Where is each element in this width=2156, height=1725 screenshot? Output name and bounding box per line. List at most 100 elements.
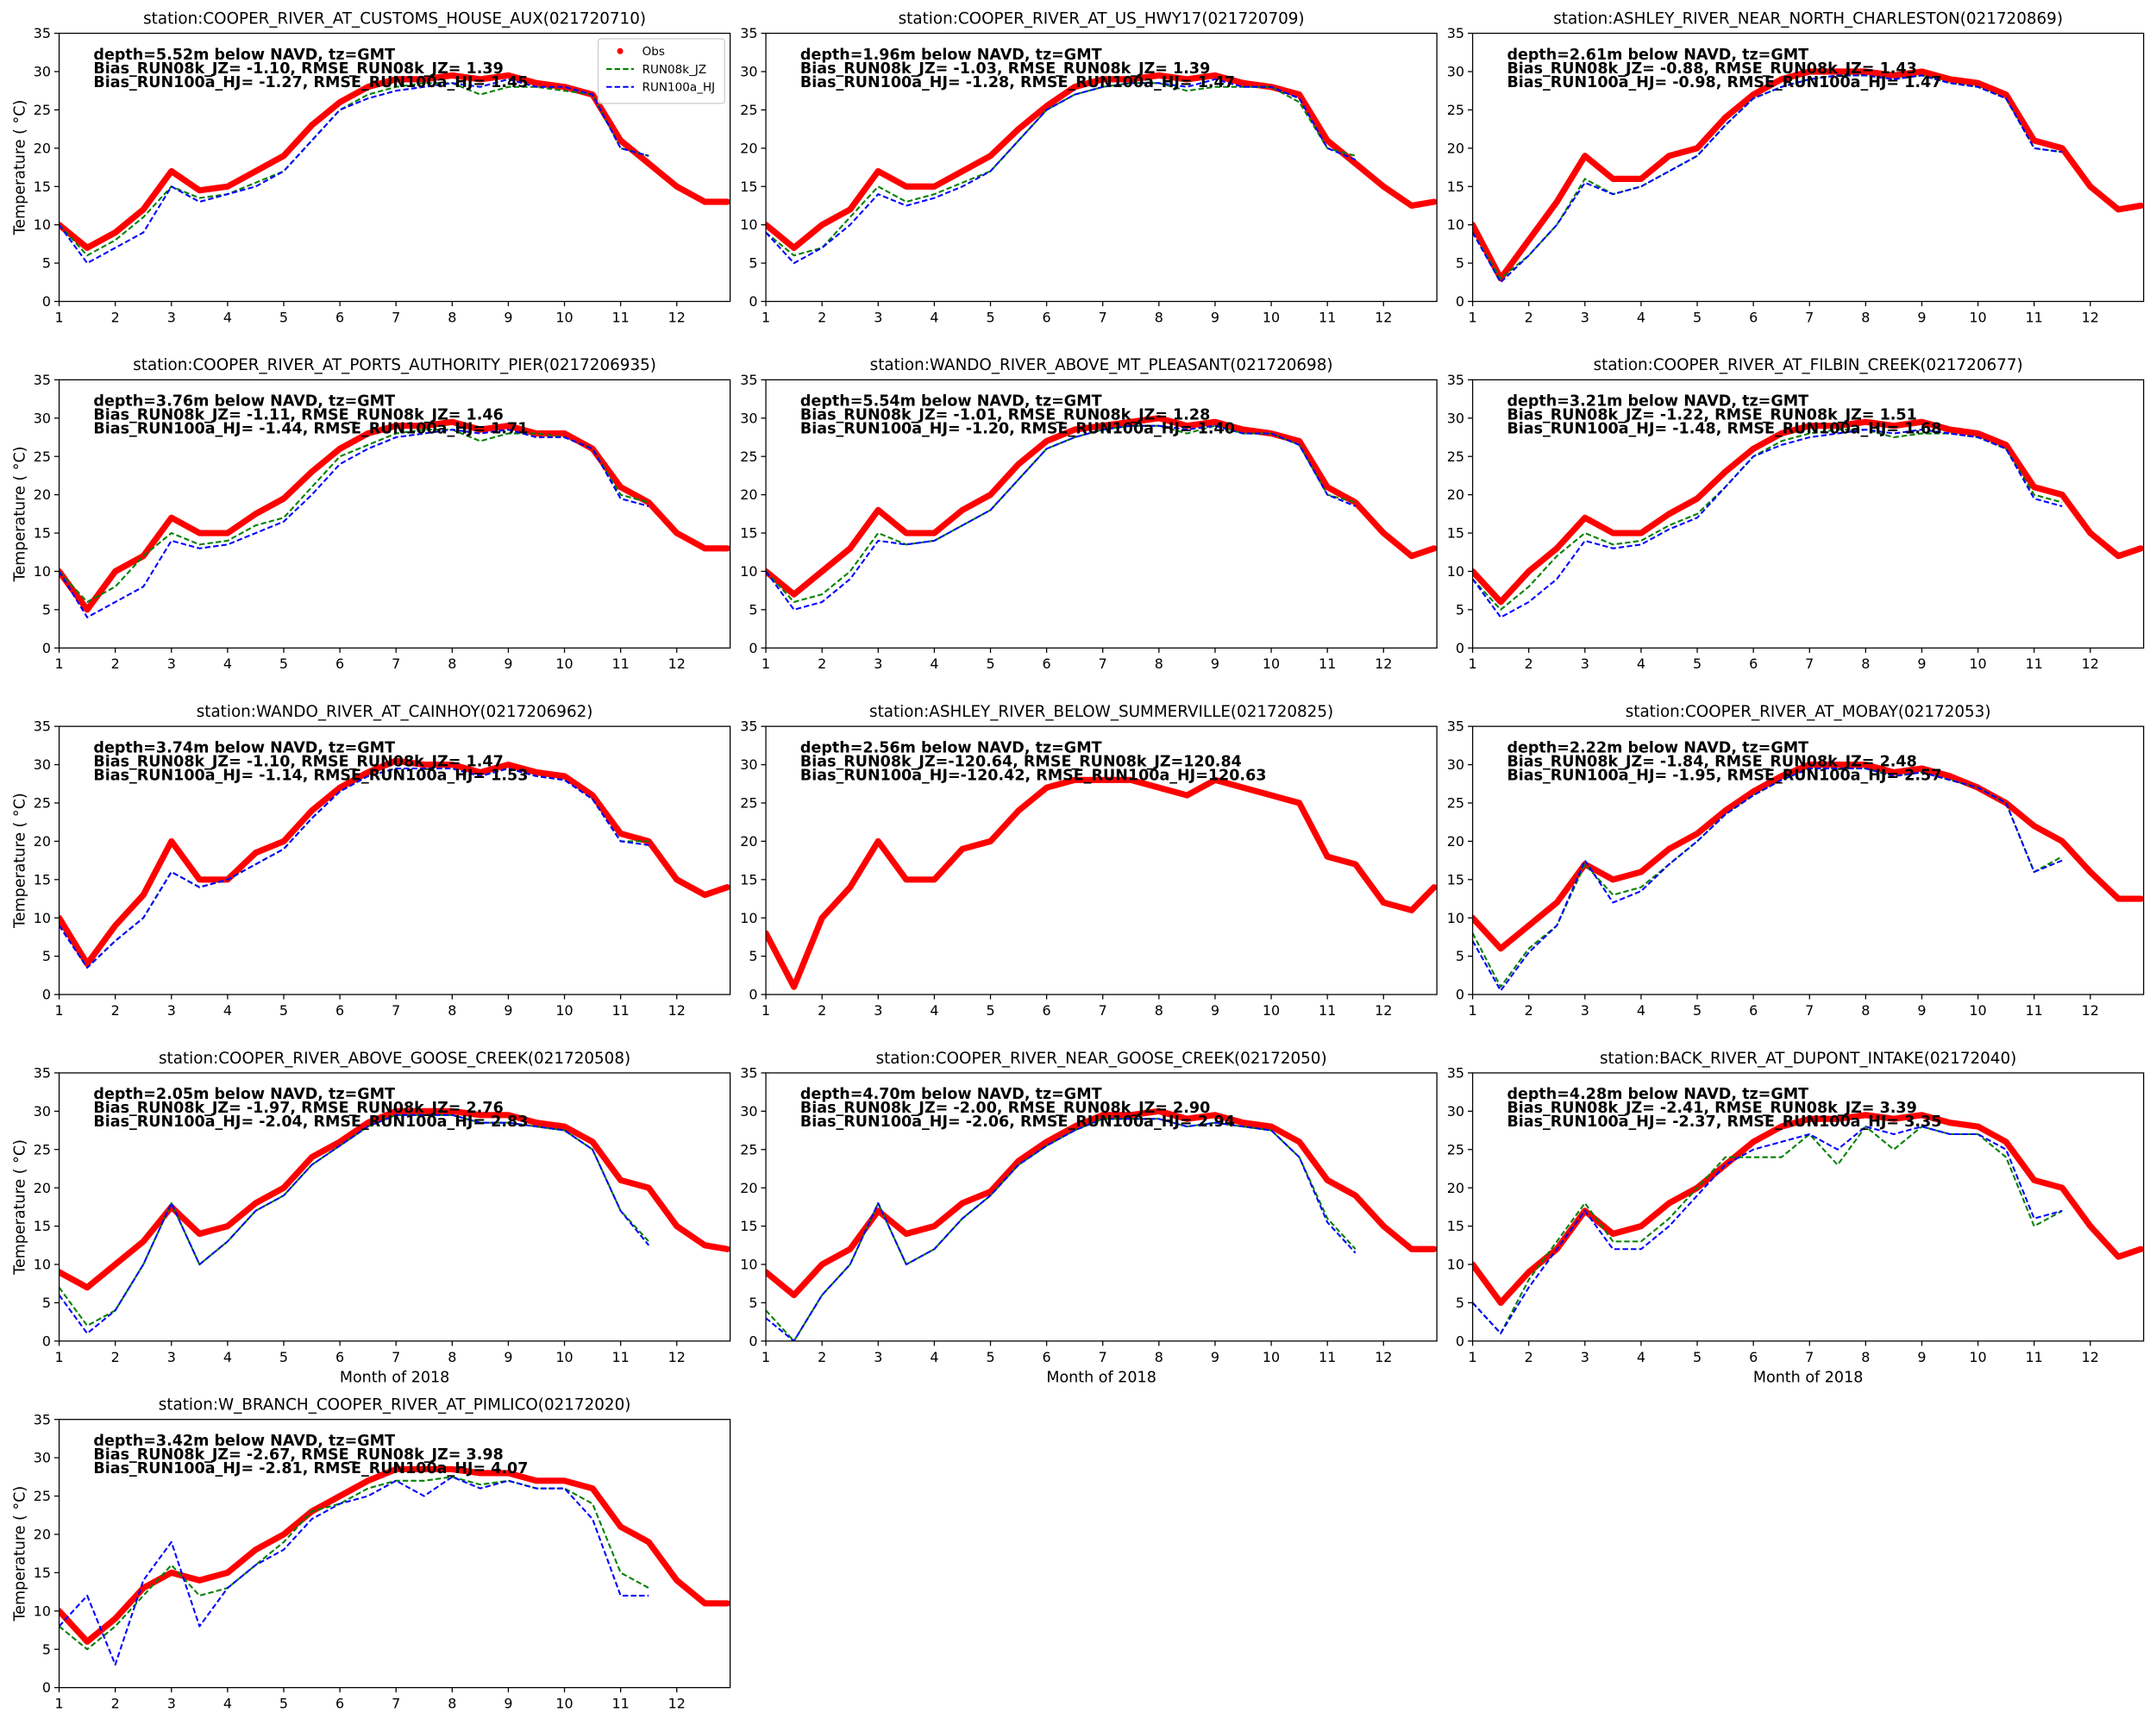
x-tick-label: 8	[1155, 656, 1163, 672]
y-tick-label: 30	[740, 756, 757, 773]
axes-frame	[765, 32, 1438, 303]
model-line	[59, 1113, 650, 1335]
y-tick-label: 10	[34, 1603, 51, 1619]
annotation: Bias_RUN100a_HJ=-120.42, RMSE_RUN100a_HJ…	[800, 767, 1267, 784]
x-tick-label: 5	[986, 1002, 994, 1019]
x-tick-label: 7	[1099, 1002, 1107, 1019]
series-group	[766, 1107, 1438, 1341]
x-tick-label: 8	[1861, 656, 1870, 672]
x-tick-label: 9	[504, 309, 512, 325]
legend-box	[597, 38, 725, 104]
axes-frame	[765, 725, 1438, 995]
x-tick-label: 2	[111, 309, 120, 325]
x-tick-label: 8	[448, 1696, 456, 1712]
y-tick-label: 15	[740, 871, 757, 888]
x-tick-label: 4	[930, 309, 938, 325]
x-tick-label: 7	[392, 309, 400, 325]
annotation: Bias_RUN08k_JZ= -1.84, RMSE_RUN08k_JZ= 2…	[1507, 753, 1916, 770]
y-tick-label: 20	[1447, 140, 1464, 156]
panel-title: station:COOPER_RIVER_AT_MOBAY(02172053)	[1626, 703, 1991, 721]
panel-title: station:ASHLEY_RIVER_NEAR_NORTH_CHARLEST…	[1553, 9, 2063, 28]
x-tick-label: 12	[1375, 656, 1392, 672]
y-tick-label: 15	[740, 1218, 757, 1234]
x-tick-label: 10	[555, 309, 573, 325]
x-tick-label: 2	[111, 1696, 120, 1712]
x-tick-label: 3	[1581, 656, 1589, 672]
annotation: Bias_RUN100a_HJ= -1.27, RMSE_RUN100a_HJ=…	[93, 74, 528, 91]
y-tick-label: 30	[740, 410, 757, 426]
y-tick-label: 10	[740, 910, 757, 926]
x-tick-label: 1	[761, 309, 770, 325]
x-tick-label: 8	[1861, 1349, 1870, 1365]
annotation: Bias_RUN08k_JZ= -0.88, RMSE_RUN08k_JZ= 1…	[1507, 60, 1916, 78]
y-tick-label: 30	[1447, 1103, 1464, 1120]
x-tick-label: 3	[167, 1002, 176, 1019]
x-tick-label: 10	[1969, 309, 1986, 325]
annotation: depth=3.21m below NAVD, tz=GMT	[1507, 393, 1808, 411]
x-tick-label: 5	[279, 1002, 288, 1019]
x-tick-label: 1	[1469, 309, 1477, 325]
x-tick-label: 7	[1805, 309, 1814, 325]
x-tick-label: 10	[1263, 1349, 1280, 1365]
y-tick-label: 20	[740, 1180, 757, 1196]
annotation: depth=2.56m below NAVD, tz=GMT	[800, 739, 1102, 756]
x-tick-label: 10	[1263, 309, 1280, 325]
y-tick-label: 0	[1456, 293, 1464, 310]
y-tick-label: 30	[34, 64, 51, 80]
y-tick-label: 10	[1447, 216, 1464, 233]
obs-line	[766, 415, 1438, 598]
model-line	[766, 424, 1357, 604]
panel: station:WANDO_RIVER_ABOVE_MT_PLEASANT(02…	[740, 356, 1438, 672]
x-tick-label: 8	[448, 1349, 456, 1365]
y-tick-label: 30	[740, 64, 757, 80]
x-tick-label: 9	[1211, 656, 1219, 672]
x-tick-label: 6	[335, 309, 344, 325]
y-tick-label: 10	[34, 216, 51, 233]
series-group	[1472, 1112, 2144, 1335]
x-tick-label: 7	[1099, 1349, 1107, 1365]
y-tick-label: 35	[1447, 1065, 1464, 1082]
y-tick-label: 30	[1447, 756, 1464, 773]
y-tick-label: 5	[42, 1295, 51, 1311]
x-tick-label: 12	[668, 1696, 686, 1712]
y-axis-label: Temperature ( °C)	[12, 1139, 29, 1276]
x-tick-label: 11	[2026, 1002, 2043, 1019]
annotation: Bias_RUN100a_HJ= -1.14, RMSE_RUN100a_HJ=…	[93, 767, 528, 784]
x-tick-label: 6	[335, 1349, 344, 1365]
x-tick-label: 7	[1805, 1002, 1814, 1019]
x-tick-label: 4	[930, 1002, 938, 1019]
y-tick-label: 10	[740, 563, 757, 580]
x-tick-label: 6	[1749, 309, 1758, 325]
y-tick-label: 20	[34, 486, 51, 503]
model-line	[59, 78, 649, 265]
y-tick-label: 5	[1456, 255, 1464, 272]
annotation: depth=4.28m below NAVD, tz=GMT	[1507, 1086, 1808, 1103]
x-tick-label: 4	[930, 656, 938, 672]
x-tick-label: 1	[54, 309, 63, 325]
x-tick-label: 9	[504, 1349, 512, 1365]
x-tick-label: 11	[1319, 656, 1336, 672]
x-tick-label: 4	[1637, 1002, 1645, 1019]
x-tick-label: 12	[668, 656, 686, 672]
y-tick-label: 0	[749, 293, 757, 310]
annotation: Bias_RUN100a_HJ= -1.48, RMSE_RUN100a_HJ=…	[1507, 421, 1941, 438]
model-line	[766, 1118, 1357, 1341]
axes-frame	[765, 1072, 1438, 1342]
axes-frame	[1471, 1072, 2145, 1342]
y-tick-label: 30	[1447, 410, 1464, 426]
x-tick-label: 12	[2082, 1349, 2099, 1365]
plot-area	[766, 726, 1438, 995]
x-tick-label: 3	[167, 1349, 176, 1365]
y-tick-label: 20	[34, 1527, 51, 1543]
x-tick-label: 8	[1155, 309, 1163, 325]
axes-frame	[58, 1072, 731, 1342]
x-tick-label: 6	[1043, 1002, 1051, 1019]
annotation: Bias_RUN08k_JZ= -1.03, RMSE_RUN08k_JZ= 1…	[800, 60, 1210, 78]
x-tick-label: 11	[612, 1002, 630, 1019]
x-tick-label: 6	[1043, 656, 1051, 672]
y-tick-label: 35	[1447, 25, 1464, 41]
annotation: Bias_RUN100a_HJ= -1.95, RMSE_RUN100a_HJ=…	[1507, 767, 1941, 784]
annotation: Bias_RUN08k_JZ= -1.97, RMSE_RUN08k_JZ= 2…	[93, 1100, 503, 1117]
x-tick-label: 4	[1637, 656, 1645, 672]
